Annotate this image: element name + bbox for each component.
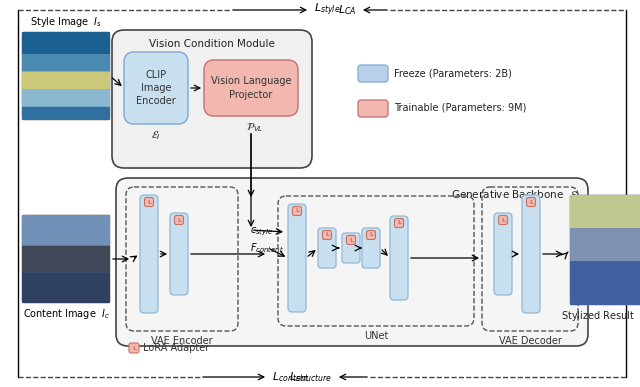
Text: CLIP
Image
Encoder: CLIP Image Encoder [136, 70, 176, 106]
Text: L: L [397, 221, 401, 226]
Text: L: L [147, 200, 151, 204]
FancyBboxPatch shape [358, 65, 388, 82]
Text: Vision Condition Module: Vision Condition Module [149, 39, 275, 49]
Text: $F_{content}$: $F_{content}$ [250, 241, 284, 255]
FancyBboxPatch shape [570, 261, 640, 305]
Text: L: L [132, 346, 136, 351]
FancyBboxPatch shape [570, 195, 640, 228]
FancyBboxPatch shape [145, 197, 154, 207]
FancyBboxPatch shape [367, 231, 376, 240]
FancyBboxPatch shape [22, 32, 110, 120]
FancyBboxPatch shape [362, 228, 380, 268]
FancyBboxPatch shape [323, 231, 332, 240]
FancyBboxPatch shape [570, 228, 640, 261]
FancyBboxPatch shape [129, 343, 139, 353]
FancyBboxPatch shape [204, 60, 298, 116]
Text: VAE Encoder: VAE Encoder [151, 336, 213, 346]
Text: L: L [177, 217, 181, 223]
FancyBboxPatch shape [342, 233, 360, 263]
FancyBboxPatch shape [170, 213, 188, 295]
Text: $\mathcal{P}_{VL}$: $\mathcal{P}_{VL}$ [246, 121, 264, 134]
Text: L: L [369, 233, 373, 238]
Text: LoRA Adapter: LoRA Adapter [143, 343, 209, 353]
FancyBboxPatch shape [22, 246, 110, 272]
Text: Vision Language
Projector: Vision Language Projector [211, 76, 291, 99]
FancyBboxPatch shape [394, 219, 403, 228]
FancyBboxPatch shape [22, 32, 110, 54]
Text: Generative Backbone  $\mathcal{S}$: Generative Backbone $\mathcal{S}$ [451, 188, 578, 200]
Text: Stylized Result  $\mathit{I_{cs}}$: Stylized Result $\mathit{I_{cs}}$ [561, 309, 640, 323]
FancyBboxPatch shape [390, 216, 408, 300]
FancyBboxPatch shape [22, 215, 110, 303]
FancyBboxPatch shape [292, 207, 301, 216]
Text: Trainable (Parameters: 9M): Trainable (Parameters: 9M) [394, 103, 526, 113]
Text: L: L [325, 233, 329, 238]
FancyBboxPatch shape [22, 72, 110, 89]
Text: Freeze (Parameters: 2B): Freeze (Parameters: 2B) [394, 68, 512, 78]
FancyBboxPatch shape [116, 178, 588, 346]
Text: $L_{structure}$: $L_{structure}$ [289, 370, 332, 384]
FancyBboxPatch shape [288, 204, 306, 312]
FancyBboxPatch shape [22, 89, 110, 107]
FancyBboxPatch shape [112, 30, 312, 168]
Text: $\mathcal{E}_I$: $\mathcal{E}_I$ [151, 129, 161, 142]
FancyBboxPatch shape [358, 100, 388, 117]
Text: L: L [529, 200, 533, 204]
FancyBboxPatch shape [570, 195, 640, 305]
Text: L: L [501, 217, 505, 223]
Text: Content Image  $\mathit{I_c}$: Content Image $\mathit{I_c}$ [22, 307, 109, 321]
Text: $L_{content}$: $L_{content}$ [272, 370, 310, 384]
FancyBboxPatch shape [124, 52, 188, 124]
FancyBboxPatch shape [22, 272, 110, 303]
Text: VAE Decoder: VAE Decoder [499, 336, 561, 346]
Text: $c_{style}$: $c_{style}$ [250, 226, 273, 238]
FancyBboxPatch shape [494, 213, 512, 295]
FancyBboxPatch shape [522, 195, 540, 313]
Text: UNet: UNet [364, 331, 388, 341]
FancyBboxPatch shape [499, 216, 508, 224]
FancyBboxPatch shape [22, 54, 110, 72]
FancyBboxPatch shape [22, 215, 110, 246]
FancyBboxPatch shape [318, 228, 336, 268]
Text: L: L [349, 238, 353, 243]
Text: Style Image  $\mathit{I_s}$: Style Image $\mathit{I_s}$ [30, 15, 102, 29]
Text: L: L [295, 209, 299, 214]
FancyBboxPatch shape [527, 197, 536, 207]
Text: $L_{CA}$: $L_{CA}$ [337, 3, 356, 17]
FancyBboxPatch shape [140, 195, 158, 313]
FancyBboxPatch shape [346, 236, 355, 245]
Text: $L_{style}$: $L_{style}$ [314, 2, 340, 18]
FancyBboxPatch shape [22, 107, 110, 120]
FancyBboxPatch shape [175, 216, 184, 224]
